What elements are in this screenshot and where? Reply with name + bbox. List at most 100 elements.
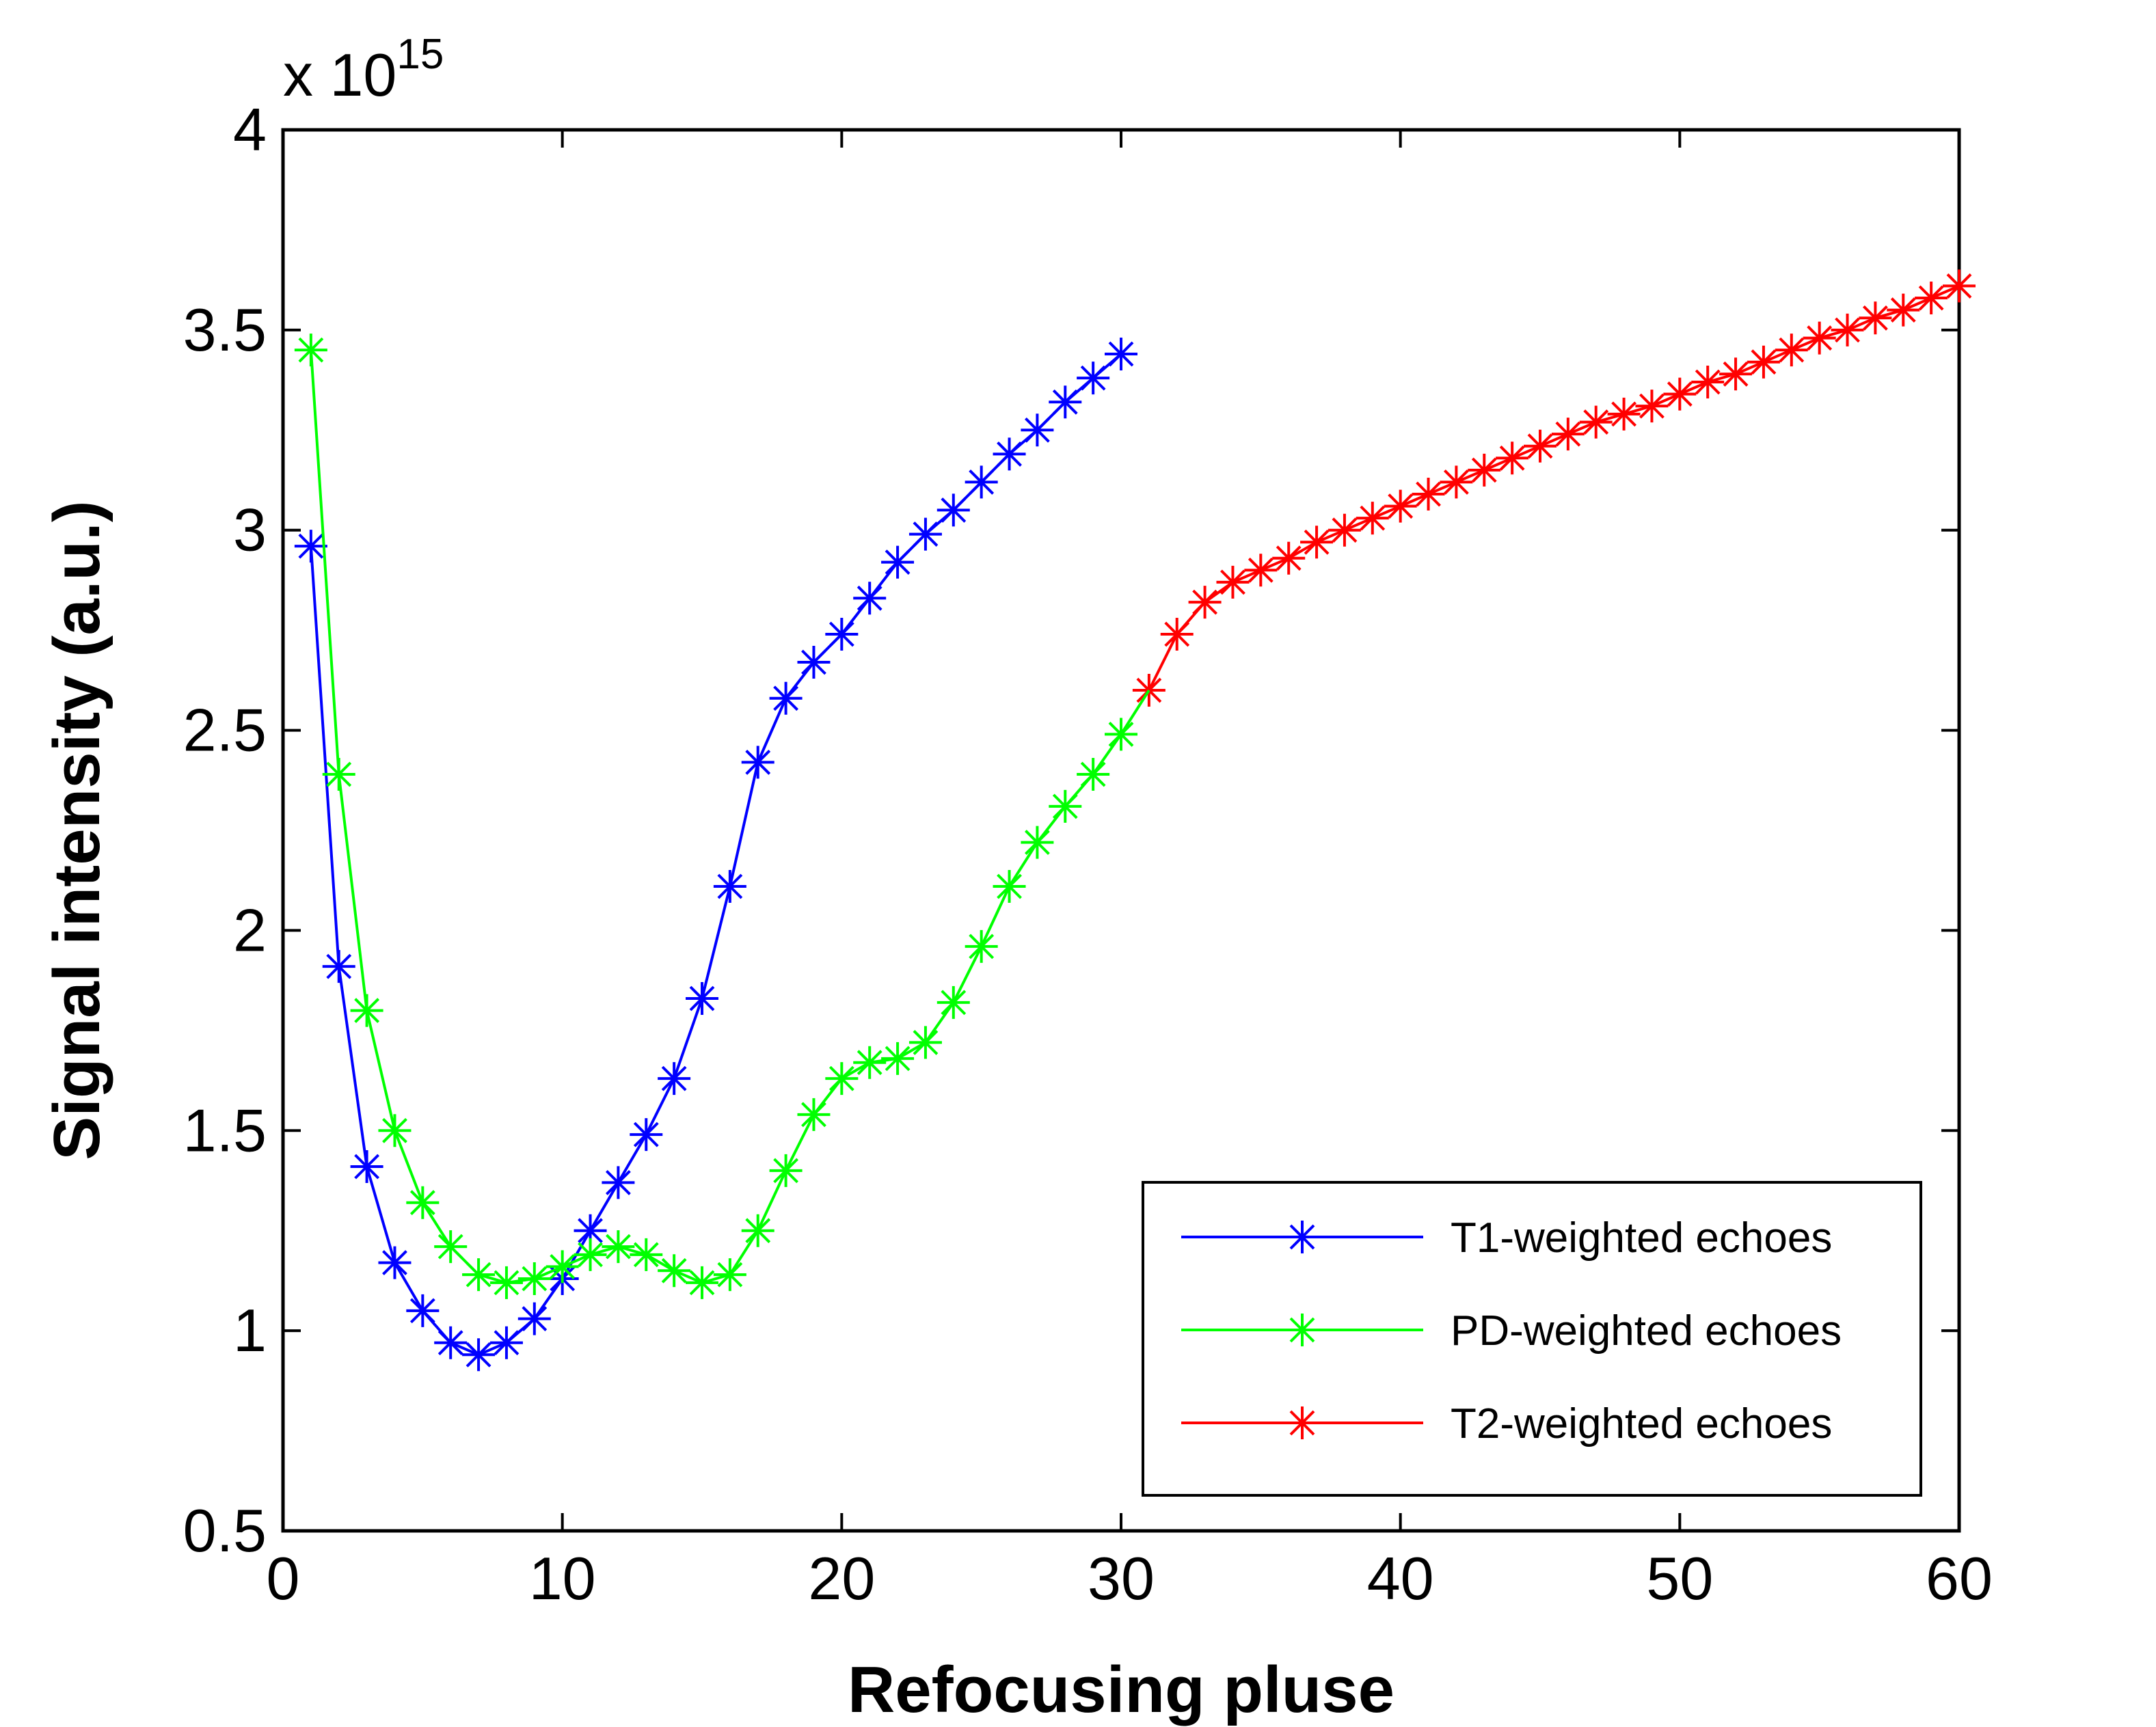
y-exponent-label: x 1015 <box>283 31 444 109</box>
data-point <box>1021 413 1054 447</box>
data-point <box>658 1062 691 1096</box>
x-tick-label: 60 <box>1926 1545 1993 1612</box>
data-point <box>462 1338 496 1372</box>
series-layer <box>294 269 1976 1372</box>
y-tick-label: 1 <box>233 1296 267 1364</box>
data-point <box>1384 489 1417 523</box>
data-point <box>797 1098 831 1131</box>
legend-marker <box>1286 1314 1319 1346</box>
data-point <box>769 681 803 715</box>
data-point <box>936 493 970 527</box>
data-point <box>741 1214 774 1247</box>
data-point <box>741 746 774 779</box>
x-tick-label: 10 <box>529 1545 596 1612</box>
data-point <box>1887 293 1920 327</box>
data-point <box>406 1186 440 1219</box>
series-pd-weighted <box>294 334 1137 1299</box>
data-point <box>489 1326 523 1359</box>
data-point <box>574 1214 607 1247</box>
data-point <box>1272 541 1306 575</box>
data-point <box>350 994 383 1027</box>
data-point <box>769 1154 803 1187</box>
data-point <box>378 1246 412 1279</box>
data-point <box>1300 526 1334 559</box>
data-point <box>1412 478 1445 511</box>
data-point <box>434 1230 468 1264</box>
data-point <box>686 982 718 1015</box>
data-point <box>1691 366 1725 398</box>
y-exponent-power: 15 <box>396 31 444 78</box>
data-point <box>1747 345 1780 379</box>
data-point <box>1328 513 1361 547</box>
data-point <box>853 1046 887 1079</box>
data-point <box>406 1294 440 1327</box>
data-point <box>713 1258 746 1292</box>
legend-entry: T1-weighted echoes <box>1181 1214 1832 1262</box>
series-connector <box>1120 689 1150 735</box>
data-point <box>545 1250 579 1283</box>
data-point <box>602 1166 635 1199</box>
data-point <box>1216 565 1250 599</box>
data-point <box>1859 301 1892 335</box>
data-point <box>1803 321 1836 355</box>
data-point <box>908 1026 942 1059</box>
data-point <box>1160 618 1194 651</box>
data-point <box>936 985 970 1019</box>
legend-entries: T1-weighted echoes PD-weighted echoes T2-w… <box>1181 1214 1842 1447</box>
legend-entry: T2-weighted echoes <box>1181 1400 1832 1447</box>
data-point <box>517 1262 551 1295</box>
data-point <box>1831 313 1864 346</box>
y-exponent-base: x 10 <box>283 41 396 109</box>
data-point <box>322 950 355 983</box>
legend-box <box>1142 1181 1922 1497</box>
data-point <box>1915 282 1948 314</box>
data-point <box>825 618 859 651</box>
data-point <box>1524 429 1557 463</box>
x-tick-labels: 0 10 20 30 40 50 60 <box>267 1545 1993 1612</box>
data-point <box>881 545 915 579</box>
data-point <box>1496 441 1529 475</box>
data-point <box>630 1238 663 1271</box>
data-point <box>1551 418 1585 451</box>
data-point <box>797 646 831 679</box>
data-point <box>1943 269 1976 303</box>
data-point <box>1244 554 1278 587</box>
x-tick-label: 40 <box>1367 1545 1434 1612</box>
data-point <box>602 1230 635 1264</box>
data-point <box>1663 377 1697 411</box>
data-point <box>993 870 1026 903</box>
series-line <box>309 349 1122 1285</box>
data-point <box>1188 586 1222 619</box>
data-point <box>1468 453 1501 487</box>
data-point <box>1077 758 1110 791</box>
data-point <box>1049 385 1082 419</box>
data-point <box>378 1114 412 1147</box>
y-tick-label: 2.5 <box>183 696 267 764</box>
data-point <box>1635 390 1669 423</box>
data-point <box>853 582 887 615</box>
series-t1-weighted <box>294 338 1137 1372</box>
y-axis-title: Signal intensity (a.u.) <box>40 500 113 1160</box>
legend-label: PD-weighted echoes <box>1451 1307 1842 1355</box>
data-point <box>630 1118 663 1152</box>
data-point <box>1719 357 1753 391</box>
data-point <box>993 437 1026 471</box>
legend-label: T2-weighted echoes <box>1451 1400 1832 1447</box>
x-tick-label: 50 <box>1646 1545 1713 1612</box>
data-point <box>881 1042 915 1075</box>
data-point <box>574 1238 607 1271</box>
data-point <box>489 1266 523 1299</box>
data-point <box>1105 338 1137 370</box>
data-point <box>1049 789 1082 823</box>
data-point <box>825 1062 859 1096</box>
data-point <box>434 1326 468 1359</box>
legend-label: T1-weighted echoes <box>1451 1214 1832 1262</box>
series-t2-weighted <box>1132 269 1976 707</box>
legend-marker <box>1286 1406 1319 1439</box>
data-point <box>1775 334 1808 367</box>
data-point <box>965 465 998 499</box>
data-point <box>322 758 355 791</box>
data-point <box>517 1302 551 1335</box>
y-tick-label: 0.5 <box>183 1497 267 1564</box>
